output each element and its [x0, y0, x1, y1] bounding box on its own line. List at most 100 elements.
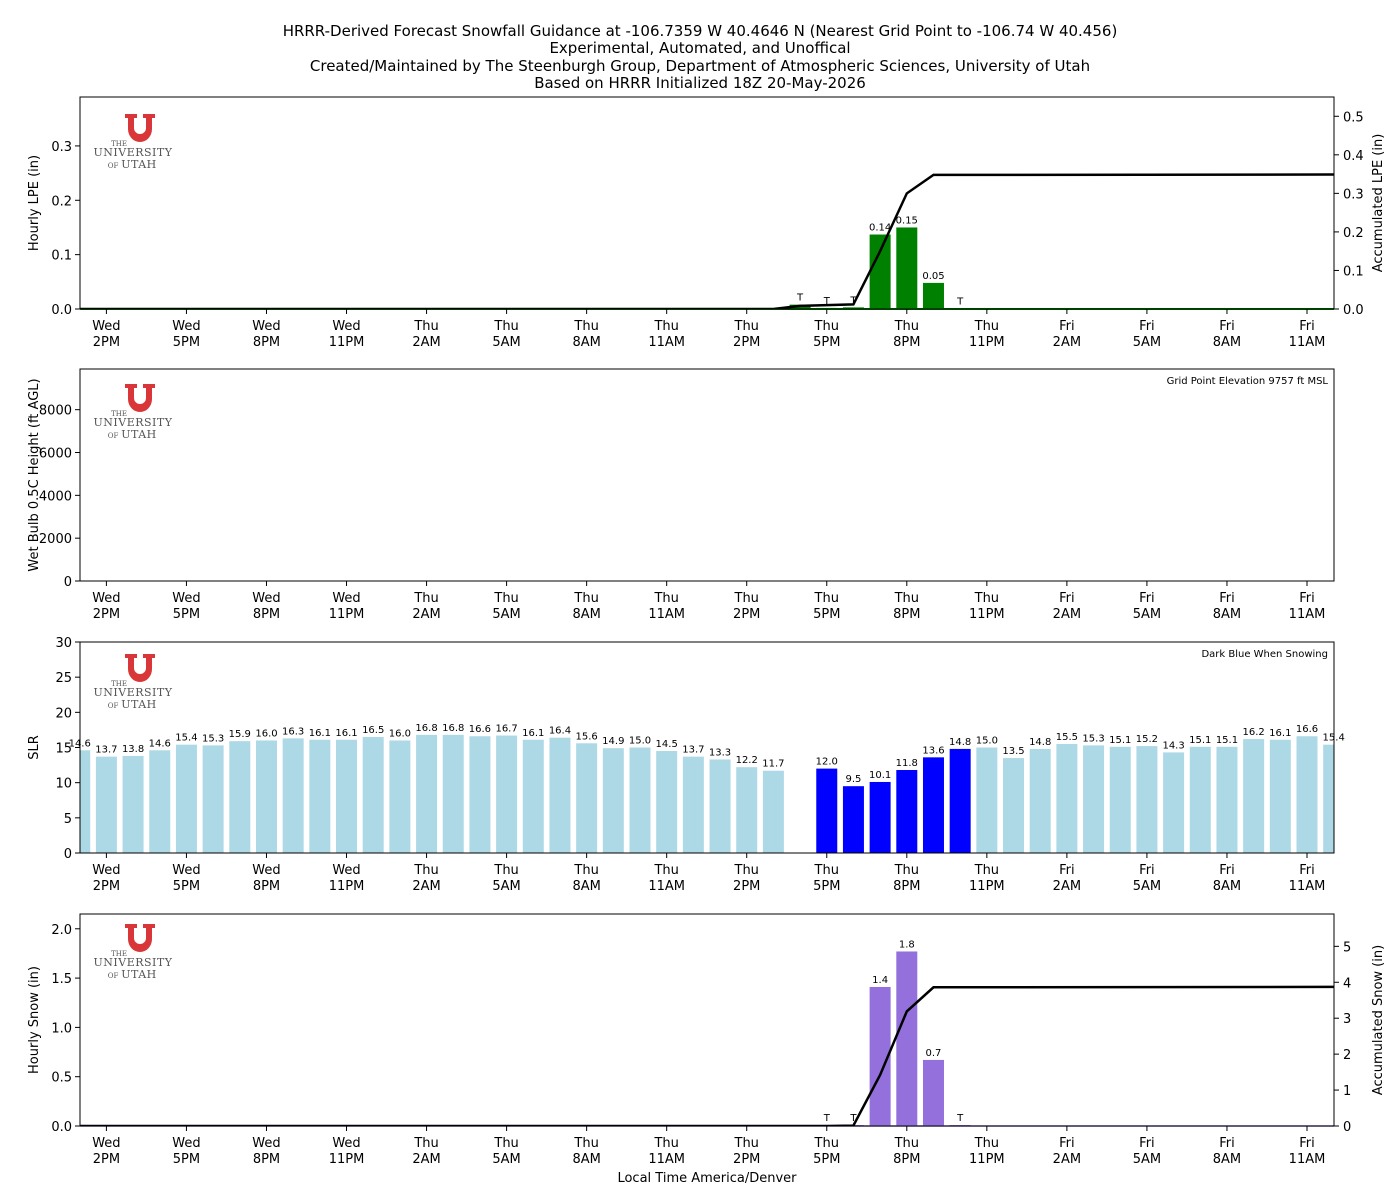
- title-line-2: Experimental, Automated, and Unoffical: [549, 39, 850, 57]
- y-tick-label: 0: [64, 847, 72, 862]
- x-tick-label-time: 11AM: [1289, 1152, 1326, 1167]
- x-tick-label-day: Wed: [332, 319, 360, 334]
- slr-bar-label: 16.4: [549, 726, 571, 737]
- slr-bar: [549, 737, 571, 853]
- logo-text-the: THE: [111, 680, 127, 688]
- logo-text-of: OF: [108, 162, 119, 170]
- plot-frame: [79, 368, 1335, 582]
- x-tick-label-day: Thu: [894, 863, 919, 878]
- slr-bar: [869, 781, 891, 853]
- x-tick-label-time: 8PM: [893, 879, 920, 894]
- y2-axis-label: Accumulated LPE (in): [1371, 134, 1386, 273]
- x-tick-label-time: 5AM: [492, 879, 520, 894]
- slr-bar: [602, 748, 624, 853]
- y-tick-label: 0.3: [51, 140, 72, 155]
- y2-tick-label: 0.5: [1343, 110, 1364, 125]
- lpe-bar-label: 0.15: [896, 215, 918, 226]
- x-tick-label-time: 2AM: [1053, 607, 1081, 622]
- slr-bar-label: 16.2: [1243, 727, 1265, 738]
- x-tick-label-time: 11AM: [1289, 879, 1326, 894]
- x-tick-label-day: Thu: [653, 1136, 678, 1151]
- x-tick-label-time: 5AM: [1133, 335, 1161, 350]
- lpe-bar-label: T: [823, 296, 831, 307]
- snow-bar: [922, 1059, 944, 1126]
- x-tick-label-day: Thu: [413, 863, 438, 878]
- lpe-bar-label: 0.05: [922, 271, 944, 282]
- slr-bars: [80, 734, 1334, 853]
- slr-bar: [1083, 745, 1105, 853]
- x-tick-label-time: 5AM: [1133, 1152, 1161, 1167]
- y-tick-label: 15: [55, 742, 72, 757]
- y-tick-label: 2.0: [51, 923, 72, 938]
- panel-hourly-lpe: 0.0 0.1 0.2 0.3 Hourly LPE (in) 0.0 0.1 0.2 0.3 0…: [27, 96, 1386, 350]
- plot-frame: [79, 913, 1335, 1127]
- x-tick-label-time: 11PM: [329, 607, 365, 622]
- y2-tick-label: 4: [1343, 976, 1351, 991]
- slr-bar: [1296, 736, 1318, 853]
- x-tick-label-day: Fri: [1059, 863, 1075, 878]
- slr-bar-label: 16.1: [309, 728, 331, 739]
- accumulated-line: [80, 173, 1334, 309]
- slr-bar: [682, 756, 704, 853]
- slr-bar: [949, 748, 971, 853]
- x-tick-label-time: 11AM: [1289, 335, 1326, 350]
- x-tick-label-time: 8AM: [1213, 879, 1241, 894]
- logo-text-of: OF: [108, 972, 119, 980]
- x-tick-label-day: Wed: [332, 591, 360, 606]
- x-tick-label-day: Fri: [1299, 591, 1315, 606]
- x-tick-label-day: Thu: [734, 319, 759, 334]
- lpe-bar-label: T: [849, 295, 857, 306]
- slr-bar: [976, 747, 998, 853]
- slr-bar-label: 13.6: [922, 745, 944, 756]
- x-tick-label-day: Wed: [252, 591, 280, 606]
- slr-bar: [1216, 746, 1238, 853]
- slr-bar: [149, 750, 171, 853]
- y-tick-label: 25: [55, 671, 72, 686]
- x-tick-label-day: Wed: [92, 591, 120, 606]
- x-tick-label-day: Wed: [92, 863, 120, 878]
- x-tick-label-time: 2AM: [412, 335, 440, 350]
- x-tick-label-time: 5PM: [173, 1152, 200, 1167]
- logo-text-university: UNIVERSITY: [94, 956, 173, 969]
- utah-u-icon: [125, 114, 155, 142]
- x-tick-label-time: 8AM: [1213, 607, 1241, 622]
- x-tick-label-time: 5PM: [813, 335, 840, 350]
- slr-bar-label: 16.0: [389, 728, 411, 739]
- slr-bar: [389, 740, 411, 853]
- x-tick-label-day: Thu: [493, 591, 518, 606]
- x-tick-label-time: 8AM: [1213, 335, 1241, 350]
- slr-bar-label: 15.0: [629, 736, 651, 747]
- x-tick-label-day: Fri: [1299, 319, 1315, 334]
- slr-bar-label: 13.5: [1002, 746, 1024, 757]
- utah-u-icon: [125, 384, 155, 412]
- x-tick-label-time: 8AM: [572, 879, 600, 894]
- logo-text-of: OF: [108, 432, 119, 440]
- x-tick-label-time: 5PM: [173, 335, 200, 350]
- y2-tick-label: 1: [1343, 1084, 1351, 1099]
- logo-text-utah: UTAH: [121, 428, 157, 441]
- x-tick-label-time: 8AM: [572, 335, 600, 350]
- x-tick-label-day: Fri: [1219, 863, 1235, 878]
- x-tick-label-day: Thu: [974, 1136, 999, 1151]
- y-tick-label: 0.5: [51, 1071, 72, 1086]
- logo-text-university: UNIVERSITY: [94, 146, 173, 159]
- x-tick-label-time: 2PM: [733, 607, 760, 622]
- grid-point-elevation-note: Grid Point Elevation 9757 ft MSL: [1167, 376, 1329, 387]
- slr-bar: [416, 734, 438, 853]
- slr-bar-label: 15.5: [1056, 732, 1078, 743]
- x-tick-label-day: Thu: [493, 319, 518, 334]
- slr-bar: [469, 736, 491, 853]
- panel-hourly-snow: 0.0 0.5 1.0 1.5 2.0 Hourly Snow (in) 0 1 2 3 4 5 Acc…: [27, 913, 1386, 1167]
- x-tick-label-day: Thu: [573, 591, 598, 606]
- slr-bar-label: 15.1: [1189, 735, 1211, 746]
- slr-bar-label: 11.8: [896, 758, 918, 769]
- x-tick-label-day: Thu: [653, 319, 678, 334]
- x-tick-label-time: 8PM: [893, 607, 920, 622]
- x-tick-label-day: Thu: [573, 319, 598, 334]
- slr-bar-label: 16.1: [1269, 728, 1291, 739]
- slr-bar-label: 16.1: [522, 728, 544, 739]
- y-tick-label: 10: [55, 777, 72, 792]
- y2-axis-label: Accumulated Snow (in): [1371, 945, 1386, 1095]
- accumulated-line: [80, 985, 1334, 1126]
